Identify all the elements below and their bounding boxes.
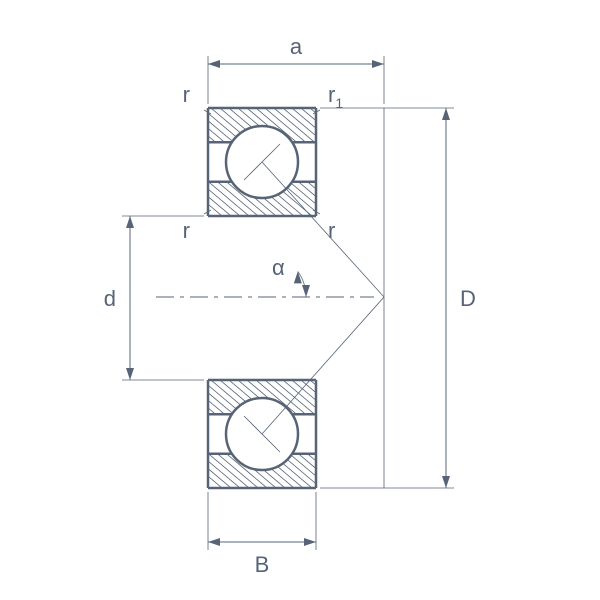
- label-r-bl: r: [183, 218, 190, 243]
- label-r-tl: r: [183, 82, 190, 107]
- label-alpha: α: [272, 255, 285, 280]
- label-a: a: [290, 34, 303, 59]
- label-d: d: [104, 286, 116, 311]
- label-B: B: [255, 552, 270, 577]
- label-r-br: r: [328, 218, 335, 243]
- label-D: D: [460, 286, 476, 311]
